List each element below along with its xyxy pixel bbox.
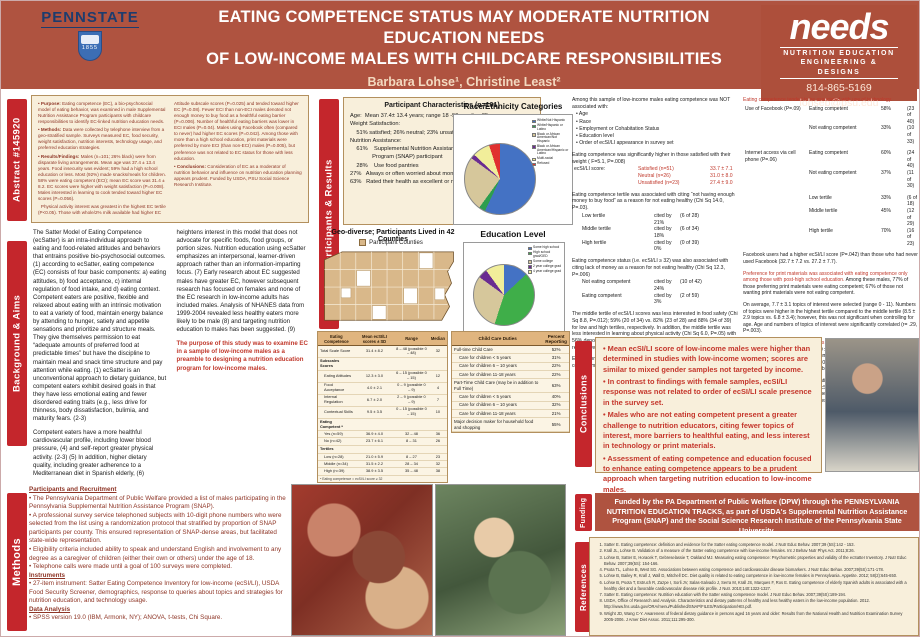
penn-state-wordmark: PENNSTATE: [41, 9, 139, 28]
section-label-methods: Methods: [7, 493, 27, 631]
tertile-money-finding: Eating competence tertile was associated…: [572, 191, 735, 212]
pa-county-map: [324, 251, 454, 321]
background-aims-text: The Satter Model of Eating Competence (e…: [33, 229, 308, 477]
table-row: Eating Competent ᵃ: [318, 418, 447, 432]
childcare-duties-table: Child Care Duties Percent Reporting Full…: [451, 331, 570, 434]
table-row: Full-time Child Care 52%: [452, 345, 569, 355]
section-label-conclusions: Conclusions: [575, 341, 592, 467]
table-row: Major decision maker for household food …: [452, 417, 569, 433]
table-row: Eating Attitudes 12.3 ± 3.0 6 – 15 (possib…: [318, 370, 447, 383]
table-row: Low (n=28) 21.0 ± 5.9 8 – 27 23: [318, 453, 447, 462]
print-materials-finding: Preference for print materials was assoc…: [743, 270, 909, 297]
not-associated-intro: Among this sample of low-income males ea…: [572, 97, 731, 110]
needs-wordmark: needs: [789, 6, 889, 47]
methods-text: • Participants and Recruitment• The Penn…: [29, 486, 286, 622]
table-row: Part-Time Child Care (may be in addition…: [452, 378, 569, 394]
needs-tagline: NUTRITION EDUCATION ENGINEERING & DESIGN…: [780, 47, 898, 80]
table-row: Contextual Skills 9.5 ± 3.5 0 – 15 (possib…: [318, 406, 447, 419]
geo-map-legend: Participant Counties: [331, 239, 451, 246]
facebook-score-finding: Facebook users had a higher ecSI/LI scor…: [743, 252, 918, 266]
table-row: Yes (n=59) 36.9 ± 4.0 32 – 48 36: [318, 430, 447, 439]
table-row: Care for children 11-18 years 22%: [452, 370, 569, 380]
tertile-money-grid: Low tertile cited by 21% (6 of 28) Middle t…: [582, 212, 699, 253]
table-row: Total Scale Score 31.4 ± 8.2 8 – 48 (possi…: [318, 345, 447, 358]
technology-headline: Eating competence tended to be associate…: [743, 97, 893, 103]
results-middle-column: Among this sample of low-income males ea…: [572, 97, 738, 375]
table-row: No (n=42) 23.7 ± 6.1 8 – 31 26: [318, 437, 447, 446]
weight-score-grid: ecSI/LI score: Satisfied (n=51) 33.7 ± 7.…: [574, 166, 733, 186]
table-footnote: ᵃ Eating competence = ecSI/LI score ≥ 32: [320, 476, 383, 481]
funding-box: Funded by the PA Department of Public We…: [595, 493, 919, 535]
section-label-funding: Funding: [575, 494, 592, 531]
status-money-grid: Not eating competent cited by 24% (10 of 4…: [582, 279, 702, 306]
table-row: Middle (n=34) 31.5 ± 2.2 28 – 34 32: [318, 460, 447, 469]
not-associated-list: AgeRaceEmployment or Cohabitation Status…: [576, 111, 738, 147]
section-label-background-aims: Background & Aims: [7, 241, 27, 446]
county-color-chip: [359, 239, 367, 246]
abstract-box: • Purpose: Eating competence (EC), a bio…: [31, 95, 309, 223]
penn-state-logo: PENNSTATE 1855: [15, 9, 165, 85]
weight-satisfaction-finding: Eating competence was significantly high…: [572, 152, 731, 165]
photo-man-reading: [825, 338, 919, 472]
table-row: Subscales Scores: [318, 357, 447, 371]
table-row: Care for children 6 – 10 years 32%: [452, 401, 569, 410]
race-ethnicity-pie-chart: White/Not Hispanic White/Hispanic or Lati…: [453, 114, 573, 225]
table-row: High (n=39) 38.9 ± 3.5 35 – 48 38: [318, 467, 447, 476]
table-row: Food Acceptance 4.0 ± 2.1 0 – 9 (possible …: [318, 382, 447, 395]
authors: Barbara Lohse¹, Christine Least²: [367, 75, 561, 90]
table-row: Internal Regulation 6.7 ± 2.0 2 – 9 (possi…: [318, 394, 447, 407]
topics-finding: On average, 7.7 ± 3.1 topics of interest…: [743, 302, 918, 335]
photo-caregiver-child: [435, 484, 566, 636]
table-row: Care for children 11-18 years 21%: [452, 409, 569, 419]
education-pie-legend: Some high school High school grad/GED Some…: [528, 245, 562, 275]
table-row: Care for children < 5 years 40%: [452, 392, 569, 402]
section-label-abstract: Abstract #145920: [7, 99, 27, 221]
education-pie: [473, 264, 535, 326]
education-pie-chart: Some high school High school grad/GED Some…: [463, 242, 565, 333]
eating-competence-table: Eating Competence Mean ecSI/LI scores ± …: [317, 331, 448, 483]
penn-state-shield-icon: 1855: [78, 31, 102, 61]
contact-email[interactable]: lohseb@psu.edu: [799, 97, 879, 110]
lion-glyph: [81, 35, 99, 44]
table-row: Tertiles: [318, 445, 447, 454]
education-chart-title: Education Level: [480, 229, 546, 239]
facebook-grid: Use of Facebook (P=.09) Eating competent…: [745, 105, 915, 145]
photo-family-meal: [291, 484, 433, 636]
internet-grid: Internet access via cell phone (P=.06) E…: [745, 150, 915, 190]
race-pie: [464, 143, 536, 215]
references-box: Satter E. Eating competence: definition …: [589, 537, 919, 636]
poster-title-line1: EATING COMPETENCE STATUS MAY MODERATE NU…: [218, 8, 710, 48]
table-row: Care for children < 5 years 31%: [452, 353, 569, 363]
contact-phone: 814-865-5169: [806, 82, 872, 95]
title-block: EATING COMPETENCE STATUS MAY MODERATE NU…: [169, 7, 759, 103]
poster-title-line2: OF LOW-INCOME MALES WITH CHILDCARE RESPO…: [206, 50, 722, 69]
race-ethnicity-chart-title: Race/Ethnicity Categories: [463, 102, 563, 111]
status-money-finding: Eating competence status (i.e. ecSI/LI ≥…: [572, 258, 729, 278]
participant-characteristics-title: Participant Characteristics (n=101): [384, 102, 500, 109]
race-pie-legend: White/Not Hispanic White/Hispanic or Lati…: [532, 118, 570, 167]
header-band: PENNSTATE 1855 EATING COMPETENCE STATUS …: [1, 1, 919, 109]
conclusions-box: Mean ecSI/LI score of low-income males w…: [595, 337, 822, 494]
geo-map-title: Geo-diverse; Participants Lived in 42 Co…: [331, 229, 455, 243]
table-row: Care for children 6 – 10 years 22%: [452, 362, 569, 371]
needs-logo: needs NUTRITION EDUCATION ENGINEERING & …: [761, 5, 917, 109]
internet-tertile-grid: Low tertile 33% (6 of 18) Middle tertile 45%…: [809, 194, 918, 247]
shield-year: 1855: [81, 45, 99, 51]
